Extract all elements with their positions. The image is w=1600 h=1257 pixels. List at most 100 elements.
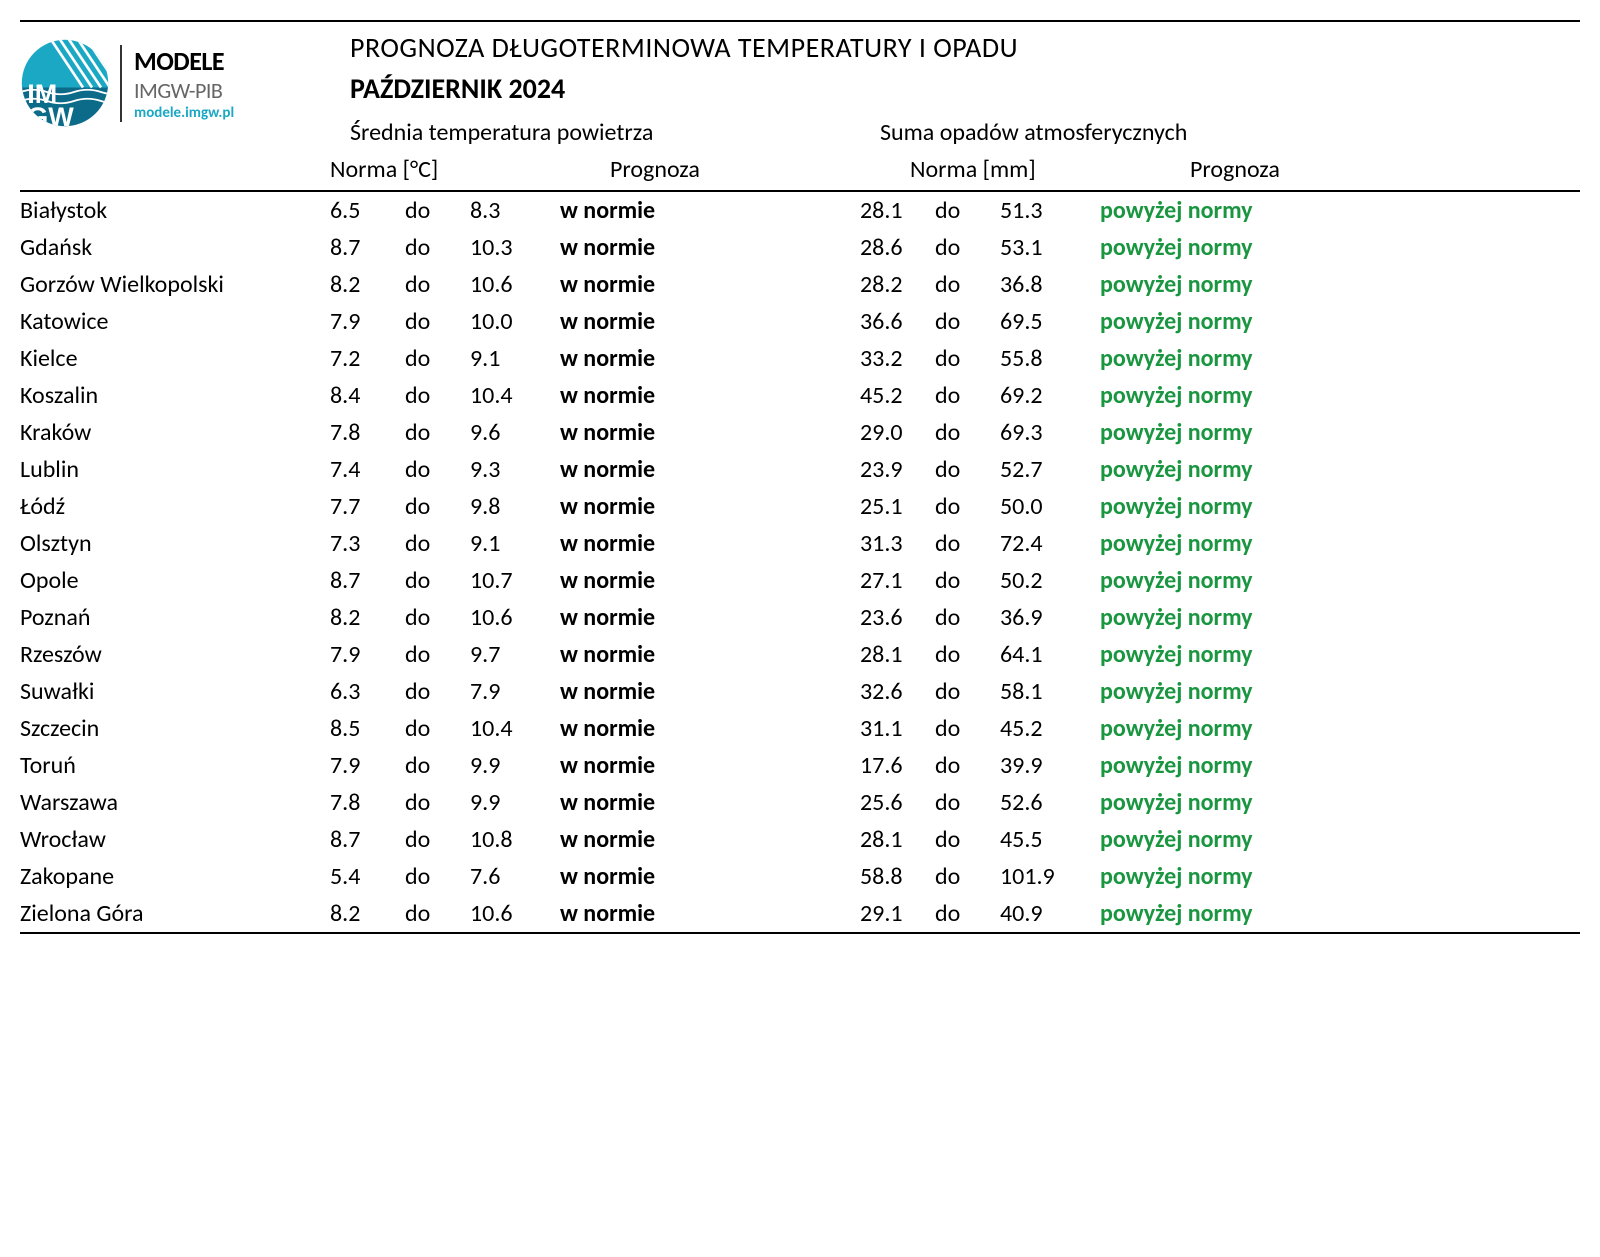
temp-low: 8.2 <box>330 603 405 632</box>
precip-high: 52.6 <box>1000 788 1100 817</box>
temp-low: 7.9 <box>330 307 405 336</box>
precip-do: do <box>935 529 1000 558</box>
precip-do: do <box>935 307 1000 336</box>
precip-prognoza: powyżej normy <box>1100 899 1320 928</box>
precip-high: 51.3 <box>1000 196 1100 225</box>
temp-high: 9.9 <box>470 788 560 817</box>
temp-high: 9.3 <box>470 455 560 484</box>
temp-prognoza: w normie <box>560 196 810 225</box>
precip-high: 72.4 <box>1000 529 1100 558</box>
logo-line2: IMGW-PIB <box>134 77 234 104</box>
temp-do: do <box>405 751 470 780</box>
temp-low: 8.7 <box>330 825 405 854</box>
precip-low: 28.1 <box>860 196 935 225</box>
city-name: Gdańsk <box>20 233 330 262</box>
temp-low: 8.4 <box>330 381 405 410</box>
precip-low: 28.1 <box>860 640 935 669</box>
temp-prognoza: w normie <box>560 529 810 558</box>
temp-low: 8.7 <box>330 566 405 595</box>
temp-low: 7.7 <box>330 492 405 521</box>
temp-prognoza: w normie <box>560 751 810 780</box>
precip-prognoza: powyżej normy <box>1100 455 1320 484</box>
logo-line3: modele.imgw.pl <box>134 104 234 122</box>
precip-high: 69.3 <box>1000 418 1100 447</box>
city-name: Warszawa <box>20 788 330 817</box>
precip-prognoza: powyżej normy <box>1100 825 1320 854</box>
temp-do: do <box>405 825 470 854</box>
temp-prognoza: w normie <box>560 825 810 854</box>
temp-high: 8.3 <box>470 196 560 225</box>
data-rows: Białystok6.5do8.3w normie28.1do51.3powyż… <box>20 192 1580 934</box>
temp-low: 5.4 <box>330 862 405 891</box>
table-row: Wrocław8.7do10.8w normie28.1do45.5powyże… <box>20 821 1580 858</box>
precip-prognoza: powyżej normy <box>1100 270 1320 299</box>
city-name: Zielona Góra <box>20 899 330 928</box>
precip-do: do <box>935 381 1000 410</box>
city-name: Koszalin <box>20 381 330 410</box>
table-row: Poznań8.2do10.6w normie23.6do36.9powyżej… <box>20 599 1580 636</box>
precip-high: 69.2 <box>1000 381 1100 410</box>
temp-high: 10.4 <box>470 714 560 743</box>
precip-do: do <box>935 566 1000 595</box>
precip-high: 45.2 <box>1000 714 1100 743</box>
column-headers: Norma [°C] Prognoza Norma [mm] Prognoza <box>20 155 1580 192</box>
precip-prognoza: powyżej normy <box>1100 788 1320 817</box>
table-row: Koszalin8.4do10.4w normie45.2do69.2powyż… <box>20 377 1580 414</box>
precip-low: 36.6 <box>860 307 935 336</box>
temp-prognoza: w normie <box>560 233 810 262</box>
table-row: Warszawa7.8do9.9w normie25.6do52.6powyże… <box>20 784 1580 821</box>
table-row: Gdańsk8.7do10.3w normie28.6do53.1powyżej… <box>20 229 1580 266</box>
city-name: Lublin <box>20 455 330 484</box>
temp-high: 10.8 <box>470 825 560 854</box>
city-name: Białystok <box>20 196 330 225</box>
temp-do: do <box>405 714 470 743</box>
table-row: Olsztyn7.3do9.1w normie31.3do72.4powyżej… <box>20 525 1580 562</box>
precip-low: 28.2 <box>860 270 935 299</box>
temp-low: 7.2 <box>330 344 405 373</box>
temp-do: do <box>405 455 470 484</box>
temp-do: do <box>405 899 470 928</box>
table-row: Szczecin8.5do10.4w normie31.1do45.2powyż… <box>20 710 1580 747</box>
temp-do: do <box>405 492 470 521</box>
header-row: IM GW MODELE IMGW-PIB modele.imgw.pl PRO… <box>20 20 1580 155</box>
imgw-logo-icon: IM GW <box>20 38 110 128</box>
precip-do: do <box>935 751 1000 780</box>
temp-do: do <box>405 862 470 891</box>
temp-prognoza: w normie <box>560 344 810 373</box>
precip-low: 17.6 <box>860 751 935 780</box>
precip-high: 36.9 <box>1000 603 1100 632</box>
temp-high: 9.9 <box>470 751 560 780</box>
temp-low: 7.3 <box>330 529 405 558</box>
city-name: Zakopane <box>20 862 330 891</box>
precip-low: 28.1 <box>860 825 935 854</box>
precip-do: do <box>935 418 1000 447</box>
precip-prognoza: powyżej normy <box>1100 566 1320 595</box>
precip-high: 50.0 <box>1000 492 1100 521</box>
precip-prognoza: powyżej normy <box>1100 603 1320 632</box>
temp-low: 8.2 <box>330 899 405 928</box>
table-row: Opole8.7do10.7w normie27.1do50.2powyżej … <box>20 562 1580 599</box>
temp-do: do <box>405 307 470 336</box>
temp-section-title: Średnia temperatura powietrza <box>350 118 880 147</box>
temp-do: do <box>405 566 470 595</box>
precip-high: 101.9 <box>1000 862 1100 891</box>
precip-low: 58.8 <box>860 862 935 891</box>
table-row: Łódź7.7do9.8w normie25.1do50.0powyżej no… <box>20 488 1580 525</box>
city-name: Opole <box>20 566 330 595</box>
city-name: Olsztyn <box>20 529 330 558</box>
table-row: Katowice7.9do10.0w normie36.6do69.5powyż… <box>20 303 1580 340</box>
temp-high: 10.6 <box>470 603 560 632</box>
temp-high: 7.6 <box>470 862 560 891</box>
precip-high: 52.7 <box>1000 455 1100 484</box>
temp-low: 6.5 <box>330 196 405 225</box>
temp-high: 10.4 <box>470 381 560 410</box>
precip-section-title: Suma opadów atmosferycznych <box>880 118 1440 147</box>
precip-low: 25.6 <box>860 788 935 817</box>
temp-prognoza: w normie <box>560 307 810 336</box>
city-name: Gorzów Wielkopolski <box>20 270 330 299</box>
precip-do: do <box>935 455 1000 484</box>
precip-high: 40.9 <box>1000 899 1100 928</box>
precip-do: do <box>935 233 1000 262</box>
precip-low: 31.1 <box>860 714 935 743</box>
precip-do: do <box>935 344 1000 373</box>
